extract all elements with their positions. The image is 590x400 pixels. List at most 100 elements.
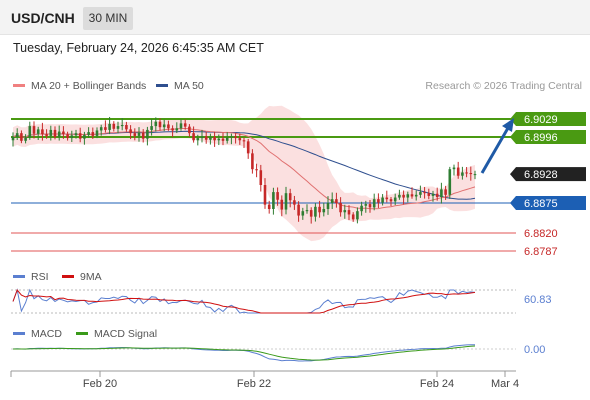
candle-body [259, 170, 263, 185]
level-label-6.8820: 6.8820 [524, 228, 558, 240]
bb-swatch [13, 83, 25, 87]
candle-body [83, 134, 86, 139]
macd-signal-line [13, 345, 476, 361]
rsi-value-label: 60.83 [524, 294, 552, 306]
rsi-legend-rsi: RSI [13, 271, 49, 283]
candle-body [461, 172, 464, 176]
candle-body [280, 199, 284, 210]
last-price-tag [516, 167, 586, 182]
rsi-legend-ma: 9MA [62, 271, 102, 283]
candle-body [356, 211, 359, 220]
candle-body [150, 126, 153, 130]
candle-body [99, 127, 103, 131]
candle-body [213, 137, 216, 141]
candle-body [389, 199, 393, 202]
forecast-arrow-head [502, 118, 514, 132]
candle-body [125, 125, 128, 130]
candle-body [57, 131, 61, 137]
rsi-ma-line [12, 289, 476, 314]
candle-body [410, 194, 414, 197]
bollinger-band-area [13, 105, 475, 242]
credit-text: Research © 2026 Trading Central [425, 80, 582, 92]
candle-body [141, 132, 145, 139]
candle-body [230, 136, 233, 138]
candle-body [20, 133, 23, 141]
candle-body [188, 126, 191, 134]
candle-body [87, 132, 90, 135]
candle-body [251, 153, 254, 170]
candle-body [402, 194, 405, 198]
candle-body [427, 193, 431, 196]
candle-body [267, 204, 271, 209]
last-price-label: 6.8928 [524, 169, 558, 181]
candle-body [414, 194, 418, 197]
x-tick-label: Feb 24 [420, 378, 454, 390]
macd-signal-swatch [76, 331, 88, 335]
level-tag-6.8996 [516, 130, 586, 144]
level-tag-6.8875 [516, 196, 586, 210]
macd-signal-legend-label: MACD Signal [94, 328, 158, 340]
candle-body [385, 197, 389, 200]
bb-legend-label: MA 20 + Bollinger Bands [31, 80, 147, 92]
candle-body [435, 193, 439, 197]
header-bar: USD/CNH 30 MIN [0, 0, 590, 35]
level-label-6.8875: 6.8875 [524, 198, 558, 210]
candle-body [238, 138, 242, 141]
candle-body [78, 133, 82, 139]
candle-body [343, 210, 347, 213]
candle-body [305, 210, 309, 212]
candle-body [146, 129, 149, 139]
macd-legend-macd: MACD [13, 328, 62, 340]
candle-body [318, 206, 321, 213]
rsi-ma-swatch [62, 274, 74, 278]
candle-body [24, 137, 27, 141]
candle-body [242, 140, 246, 142]
candle-body [288, 193, 292, 201]
level-label-6.8787: 6.8787 [524, 246, 558, 258]
candle-body [398, 194, 401, 198]
candle-body [32, 126, 36, 134]
candle-body [158, 121, 162, 128]
ma50-swatch [156, 83, 168, 87]
candle-body [272, 192, 275, 209]
timestamp: Tuesday, February 24, 2026 6:45:35 AM CE… [13, 41, 264, 55]
candle-body [284, 193, 288, 210]
rsi-ma-legend-label: 9MA [80, 271, 102, 283]
candle-body [465, 172, 468, 174]
candle-body [326, 203, 330, 209]
candle-body [167, 124, 170, 129]
candle-body [91, 132, 95, 136]
timeframe-button[interactable]: 30 MIN [83, 7, 133, 30]
ma20-line [12, 128, 476, 210]
macd-zero-label: 0.00 [524, 344, 545, 356]
candle-body [183, 123, 187, 127]
candle-body [393, 197, 397, 202]
level-label-6.8996: 6.8996 [524, 132, 558, 144]
candle-body [301, 211, 305, 216]
candle-body [406, 194, 410, 198]
candle-body [204, 136, 208, 140]
candle-body [440, 189, 443, 197]
candle-body [377, 199, 380, 203]
macd-legend-signal: MACD Signal [76, 328, 157, 340]
ma50-legend-label: MA 50 [174, 80, 204, 92]
candle-body [444, 189, 447, 195]
candle-body [456, 167, 460, 176]
candle-body [225, 137, 229, 141]
candle-body [335, 199, 338, 203]
level-tag-6.9029 [516, 112, 586, 126]
candle-body [171, 128, 174, 131]
macd-swatch [13, 331, 25, 335]
candle-body [192, 133, 195, 141]
main-legend-ma50: MA 50 [156, 80, 204, 92]
candle-body [120, 125, 124, 127]
candle-body [431, 193, 435, 196]
candle-body [381, 197, 384, 203]
candle-body [372, 199, 376, 208]
candle-body [28, 126, 32, 138]
candle-body [74, 133, 78, 136]
candle-body [175, 128, 179, 131]
candle-body [330, 199, 334, 203]
candle-body [129, 129, 132, 134]
candle-body [419, 192, 422, 195]
